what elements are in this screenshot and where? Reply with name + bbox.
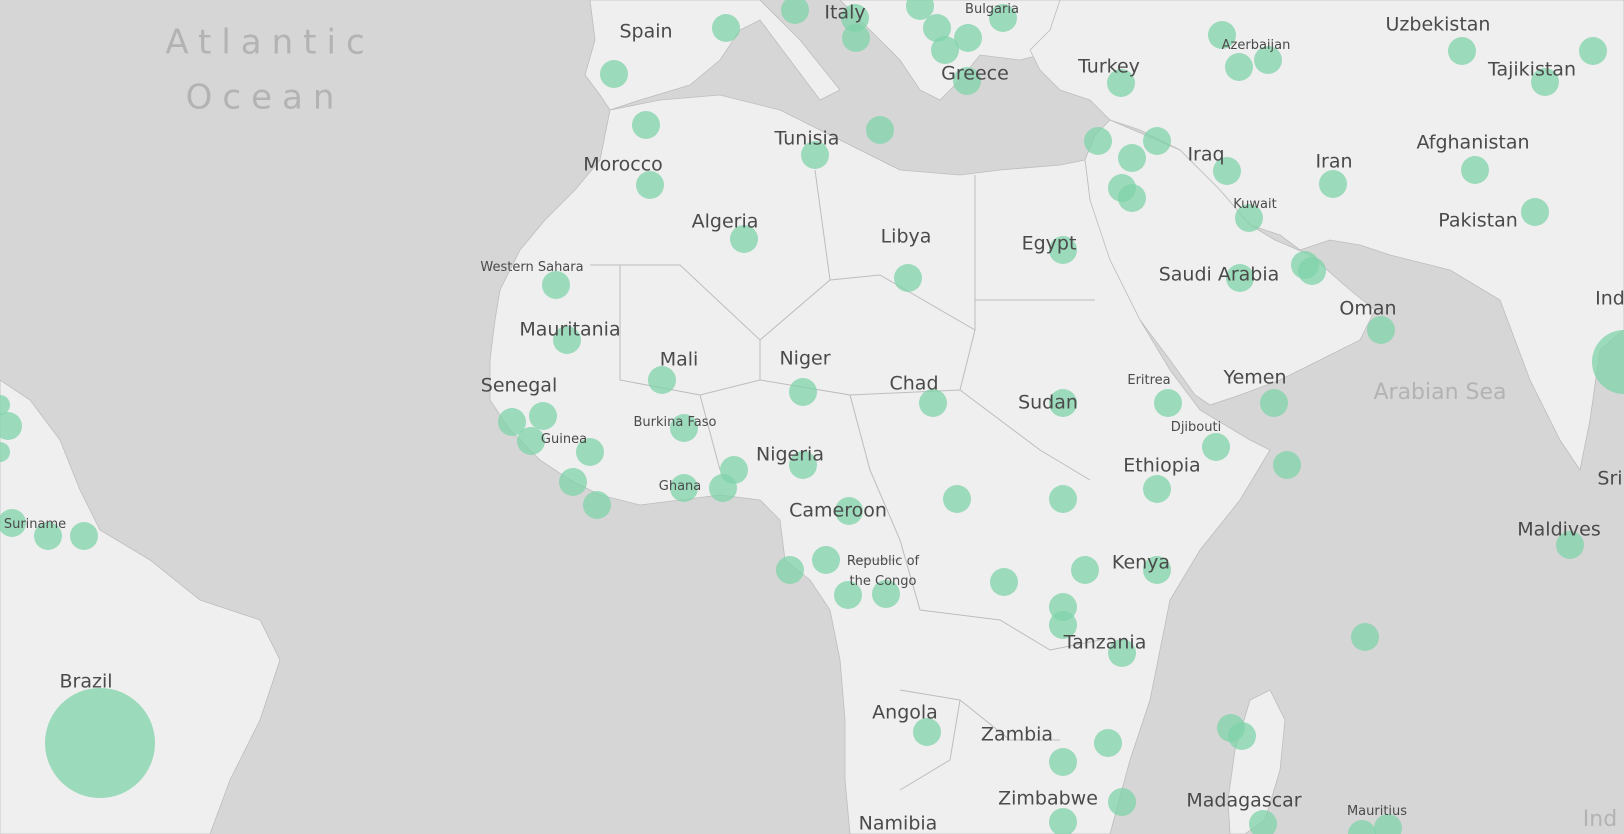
data-bubble[interactable]	[913, 718, 941, 746]
data-bubble[interactable]	[1298, 257, 1326, 285]
data-bubble[interactable]	[1579, 37, 1607, 65]
land-asia	[1029, 0, 1624, 472]
data-bubble[interactable]	[1143, 556, 1171, 584]
data-bubble[interactable]	[1273, 451, 1301, 479]
data-bubble[interactable]	[670, 474, 698, 502]
data-bubble[interactable]	[70, 522, 98, 550]
data-bubble[interactable]	[1094, 729, 1122, 757]
data-bubble[interactable]	[1351, 623, 1379, 651]
data-bubble[interactable]	[1049, 808, 1077, 834]
data-bubble[interactable]	[34, 522, 62, 550]
data-bubble[interactable]	[953, 67, 981, 95]
data-bubble[interactable]	[1118, 144, 1146, 172]
data-bubble[interactable]	[872, 580, 900, 608]
data-bubble[interactable]	[1213, 157, 1241, 185]
data-bubble[interactable]	[600, 60, 628, 88]
data-bubble[interactable]	[583, 491, 611, 519]
data-bubble[interactable]	[1049, 236, 1077, 264]
data-bubble[interactable]	[529, 402, 557, 430]
data-bubble[interactable]	[1228, 722, 1256, 750]
data-bubble[interactable]	[1071, 556, 1099, 584]
data-bubble[interactable]	[709, 474, 737, 502]
data-bubble[interactable]	[1225, 53, 1253, 81]
border-lines	[590, 169, 1101, 791]
data-bubble[interactable]	[1143, 127, 1171, 155]
data-bubble[interactable]	[789, 378, 817, 406]
data-bubble[interactable]	[1367, 316, 1395, 344]
data-bubble[interactable]	[781, 0, 809, 24]
data-bubble[interactable]	[919, 389, 947, 417]
data-bubble[interactable]	[1049, 389, 1077, 417]
data-bubble[interactable]	[834, 581, 862, 609]
data-bubble[interactable]	[542, 271, 570, 299]
data-bubble[interactable]	[636, 171, 664, 199]
data-bubble[interactable]	[894, 264, 922, 292]
land-africa	[489, 94, 1271, 834]
data-bubble[interactable]	[1049, 748, 1077, 776]
data-bubble[interactable]	[812, 546, 840, 574]
data-bubble[interactable]	[1226, 264, 1254, 292]
data-bubble[interactable]	[842, 24, 870, 52]
data-bubble[interactable]	[1461, 156, 1489, 184]
data-bubble[interactable]	[906, 0, 934, 20]
data-bubble[interactable]	[45, 688, 155, 798]
data-bubble[interactable]	[990, 568, 1018, 596]
data-bubble[interactable]	[1107, 69, 1135, 97]
data-bubble[interactable]	[1531, 68, 1559, 96]
data-bubble[interactable]	[648, 366, 676, 394]
data-bubble[interactable]	[1118, 184, 1146, 212]
data-bubble[interactable]	[517, 427, 545, 455]
data-bubble[interactable]	[553, 326, 581, 354]
data-bubble[interactable]	[866, 116, 894, 144]
data-bubble[interactable]	[0, 442, 10, 462]
data-bubble[interactable]	[1448, 37, 1476, 65]
land-europe	[584, 0, 841, 111]
data-bubble[interactable]	[0, 395, 10, 415]
data-bubble[interactable]	[835, 497, 863, 525]
data-bubble[interactable]	[712, 14, 740, 42]
data-bubble[interactable]	[1592, 330, 1624, 394]
data-bubble[interactable]	[1202, 433, 1230, 461]
data-bubble[interactable]	[1348, 820, 1376, 834]
data-bubble[interactable]	[1108, 639, 1136, 667]
data-bubble[interactable]	[943, 485, 971, 513]
data-bubble[interactable]	[1049, 611, 1077, 639]
data-bubble[interactable]	[576, 438, 604, 466]
data-bubble[interactable]	[776, 556, 804, 584]
data-bubble[interactable]	[931, 36, 959, 64]
data-bubble[interactable]	[841, 4, 869, 32]
data-bubble[interactable]	[801, 141, 829, 169]
data-bubble[interactable]	[989, 4, 1017, 32]
data-bubble[interactable]	[1049, 485, 1077, 513]
data-bubble[interactable]	[1108, 788, 1136, 816]
data-bubble[interactable]	[1319, 170, 1347, 198]
data-bubble[interactable]	[670, 414, 698, 442]
country-borders	[590, 169, 1101, 791]
data-bubble[interactable]	[789, 451, 817, 479]
data-bubble[interactable]	[1235, 204, 1263, 232]
data-bubble[interactable]	[1249, 810, 1277, 834]
data-bubble[interactable]	[1143, 475, 1171, 503]
data-bubble[interactable]	[1154, 389, 1182, 417]
data-bubble[interactable]	[632, 111, 660, 139]
data-bubble[interactable]	[498, 408, 526, 436]
data-bubble[interactable]	[923, 14, 951, 42]
data-bubble[interactable]	[1521, 198, 1549, 226]
data-bubble[interactable]	[730, 225, 758, 253]
data-bubble[interactable]	[1556, 531, 1584, 559]
data-bubble[interactable]	[1254, 46, 1282, 74]
data-bubble[interactable]	[1260, 389, 1288, 417]
data-bubble[interactable]	[1208, 21, 1236, 49]
data-bubble[interactable]	[1084, 127, 1112, 155]
data-bubble[interactable]	[1374, 814, 1402, 834]
data-bubble[interactable]	[559, 468, 587, 496]
data-bubble[interactable]	[0, 412, 22, 440]
data-bubble[interactable]	[0, 509, 26, 537]
data-bubble[interactable]	[954, 24, 982, 52]
